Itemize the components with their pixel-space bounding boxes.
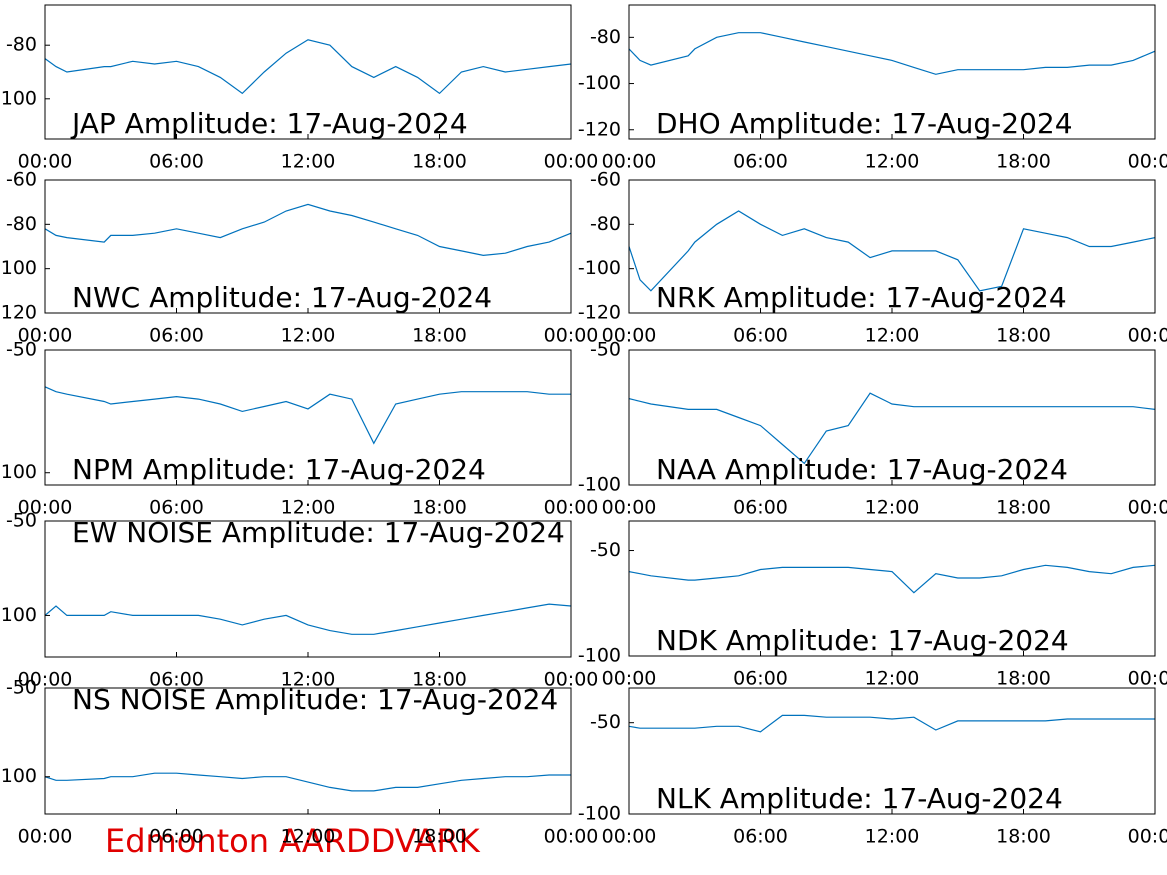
y-tick-label: -50 — [590, 339, 621, 361]
x-tick-label: 06:00 — [149, 669, 204, 691]
x-tick-label: 00:00 — [18, 826, 73, 848]
y-tick-label: -100 — [0, 461, 37, 483]
x-tick-label: 06:00 — [733, 325, 788, 347]
x-tick-label: 00:00 — [1128, 325, 1167, 347]
chart-title: NWC Amplitude: 17-Aug-2024 — [72, 281, 492, 314]
x-tick-label: 18:00 — [412, 826, 467, 848]
x-tick-label: 00:00 — [602, 826, 657, 848]
x-tick-label: 18:00 — [412, 669, 467, 691]
y-tick-label: -50 — [6, 677, 37, 699]
data-line — [629, 392, 1155, 465]
x-tick-label: 00:00 — [1128, 668, 1167, 690]
x-tick-label: 06:00 — [733, 151, 788, 173]
y-tick-label: -80 — [590, 26, 621, 48]
x-tick-label: 12:00 — [281, 826, 336, 848]
data-line — [629, 32, 1155, 75]
x-tick-label: 00:00 — [544, 497, 599, 519]
y-tick-label: -100 — [0, 87, 37, 109]
x-tick-label: 18:00 — [412, 325, 467, 347]
y-tick-label: -100 — [0, 765, 37, 787]
y-tick-label: -120 — [0, 302, 37, 324]
x-tick-label: 06:00 — [149, 826, 204, 848]
chart-title: NLK Amplitude: 17-Aug-2024 — [656, 782, 1063, 815]
y-tick-label: -50 — [590, 711, 621, 733]
y-tick-label: -80 — [590, 213, 621, 235]
x-tick-label: 18:00 — [996, 497, 1051, 519]
y-tick-label: -50 — [6, 510, 37, 532]
chart-title: NPM Amplitude: 17-Aug-2024 — [72, 453, 486, 486]
y-tick-label: -50 — [590, 539, 621, 561]
x-tick-label: 00:00 — [1128, 826, 1167, 848]
x-tick-label: 00:00 — [1128, 151, 1167, 173]
x-tick-label: 00:00 — [602, 668, 657, 690]
x-tick-label: 12:00 — [281, 325, 336, 347]
x-tick-label: 06:00 — [733, 826, 788, 848]
x-tick-label: 18:00 — [996, 668, 1051, 690]
x-tick-label: 00:00 — [18, 151, 73, 173]
x-tick-label: 06:00 — [733, 497, 788, 519]
x-tick-label: 00:00 — [18, 325, 73, 347]
x-tick-label: 12:00 — [281, 497, 336, 519]
x-tick-label: 00:00 — [602, 151, 657, 173]
y-tick-label: -100 — [0, 257, 37, 279]
x-tick-label: 06:00 — [733, 668, 788, 690]
x-tick-label: 12:00 — [865, 826, 920, 848]
x-tick-label: 12:00 — [865, 497, 920, 519]
x-tick-label: 00:00 — [18, 669, 73, 691]
y-tick-label: -100 — [578, 645, 621, 667]
y-tick-label: -100 — [578, 257, 621, 279]
x-tick-label: 00:00 — [544, 151, 599, 173]
x-tick-label: 18:00 — [996, 151, 1051, 173]
x-tick-label: 12:00 — [281, 669, 336, 691]
x-tick-label: 00:00 — [18, 497, 73, 519]
x-tick-label: 12:00 — [865, 668, 920, 690]
y-tick-label: -100 — [0, 604, 37, 626]
chart-title: NAA Amplitude: 17-Aug-2024 — [656, 453, 1068, 486]
y-tick-label: -100 — [578, 474, 621, 496]
chart-title: NDK Amplitude: 17-Aug-2024 — [656, 624, 1069, 657]
x-tick-label: 00:00 — [544, 669, 599, 691]
data-line — [629, 210, 1155, 292]
y-tick-label: -60 — [590, 169, 621, 191]
y-tick-label: -60 — [6, 169, 37, 191]
x-tick-label: 18:00 — [412, 497, 467, 519]
x-tick-label: 00:00 — [602, 497, 657, 519]
x-tick-label: 06:00 — [149, 325, 204, 347]
data-line — [45, 203, 571, 257]
x-tick-label: 18:00 — [996, 826, 1051, 848]
chart-title: EW NOISE Amplitude: 17-Aug-2024 — [72, 516, 565, 549]
data-line — [45, 39, 571, 95]
x-tick-label: 00:00 — [602, 325, 657, 347]
y-tick-label: -100 — [578, 72, 621, 94]
y-tick-label: -120 — [578, 118, 621, 140]
x-tick-label: 18:00 — [412, 151, 467, 173]
y-tick-label: -100 — [578, 803, 621, 825]
y-tick-label: -80 — [6, 34, 37, 56]
data-line — [45, 386, 571, 445]
x-tick-label: 12:00 — [865, 325, 920, 347]
x-tick-label: 00:00 — [544, 325, 599, 347]
chart-title: NRK Amplitude: 17-Aug-2024 — [656, 281, 1067, 314]
x-tick-label: 12:00 — [865, 151, 920, 173]
chart-title: NS NOISE Amplitude: 17-Aug-2024 — [72, 683, 558, 716]
data-line — [45, 603, 571, 635]
y-tick-label: -50 — [6, 339, 37, 361]
x-tick-label: 00:00 — [1128, 497, 1167, 519]
chart-title: DHO Amplitude: 17-Aug-2024 — [656, 107, 1073, 140]
x-tick-label: 06:00 — [149, 497, 204, 519]
data-line — [629, 564, 1155, 594]
y-tick-label: -80 — [6, 213, 37, 235]
caption: Edmonton AARDDVARK — [105, 822, 481, 860]
data-line — [45, 772, 571, 792]
x-tick-label: 18:00 — [996, 325, 1051, 347]
chart-title: JAP Amplitude: 17-Aug-2024 — [70, 107, 468, 140]
x-tick-label: 00:00 — [544, 826, 599, 848]
x-tick-label: 12:00 — [281, 151, 336, 173]
y-tick-label: -120 — [578, 302, 621, 324]
data-line — [629, 714, 1155, 733]
x-tick-label: 06:00 — [149, 151, 204, 173]
